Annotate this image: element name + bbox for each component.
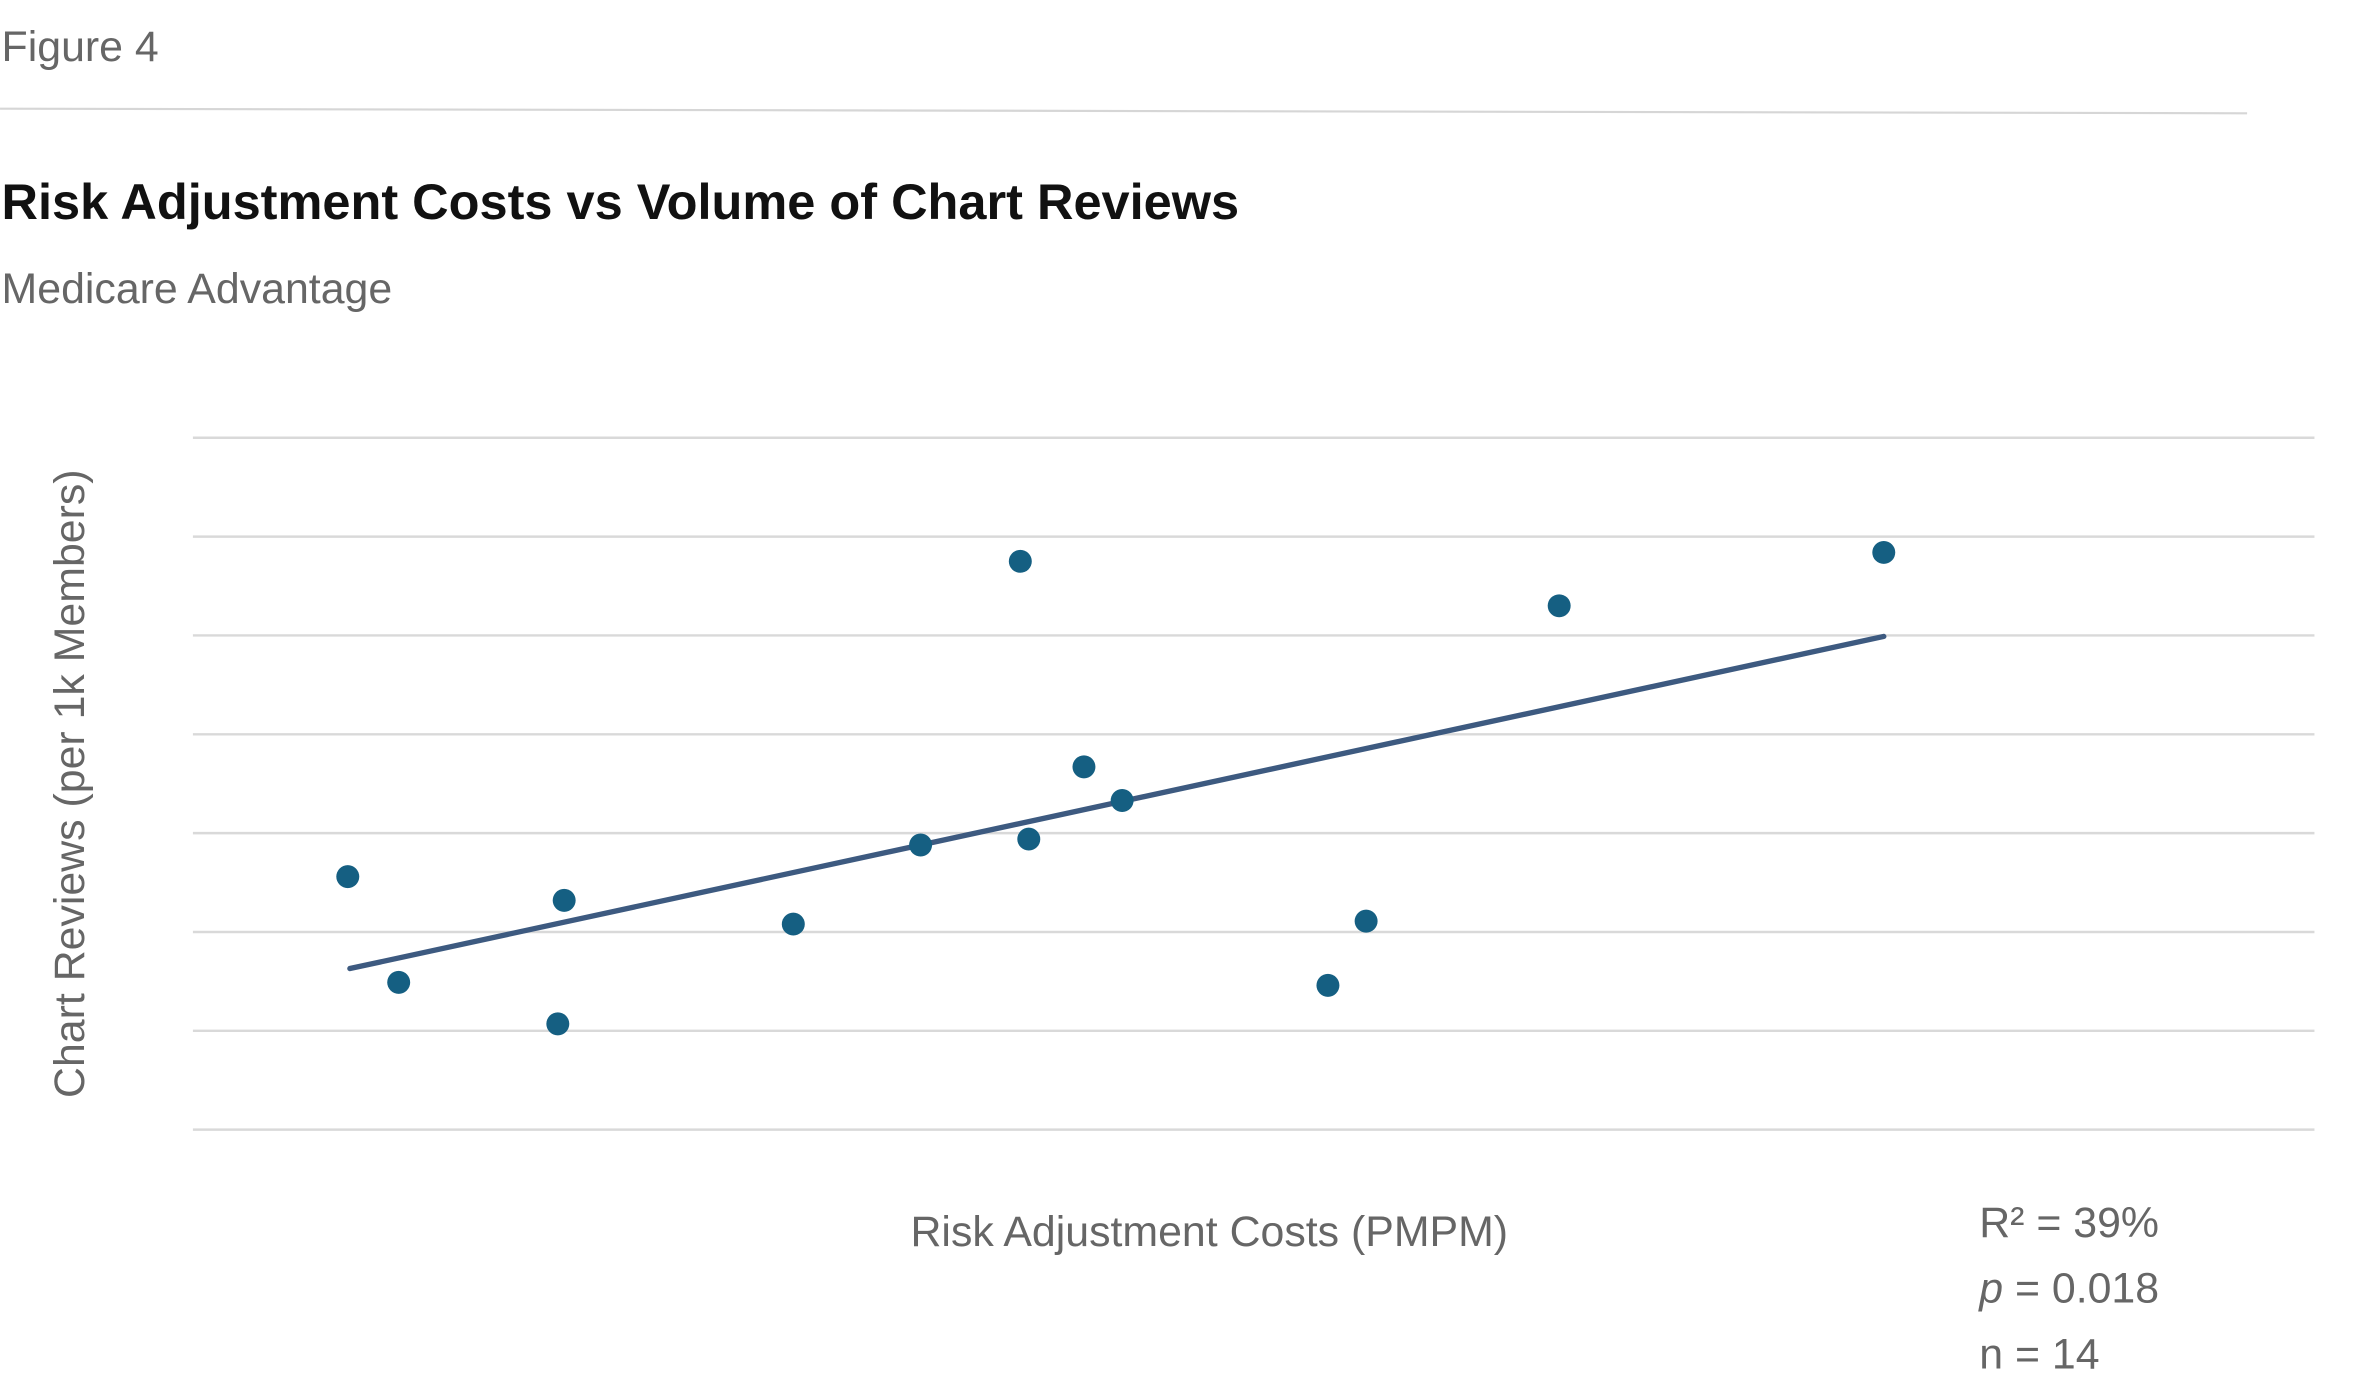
data-point	[336, 865, 360, 889]
data-point	[909, 833, 933, 857]
data-point	[1354, 909, 1378, 933]
data-point	[1072, 755, 1096, 779]
chart-subtitle: Medicare Advantage	[2, 265, 393, 313]
header-divider	[0, 107, 2248, 115]
chart-title: Risk Adjustment Costs vs Volume of Chart…	[2, 173, 1240, 230]
x-axis-label: Risk Adjustment Costs (PMPM)	[911, 1208, 1509, 1256]
figure-label: Figure 4	[2, 23, 159, 71]
data-point	[552, 888, 576, 912]
p-symbol: p	[1977, 1265, 2003, 1313]
r-squared: R² = 39%	[1979, 1199, 2159, 1247]
data-point	[1316, 973, 1340, 997]
p-value: p = 0.018	[1977, 1265, 2159, 1313]
data-points	[336, 540, 1896, 1036]
r-squared-label: R² =	[1979, 1199, 2073, 1247]
y-axis-label: Chart Reviews (per 1k Members)	[46, 469, 94, 1098]
p-value-text: = 0.018	[2003, 1265, 2159, 1313]
data-point	[1110, 789, 1134, 812]
data-point	[781, 912, 805, 936]
data-point	[1017, 827, 1041, 851]
stats-box: R² = 39% p = 0.018 n = 14	[1977, 1199, 2159, 1379]
data-point	[1872, 540, 1896, 564]
data-point	[546, 1012, 570, 1036]
data-point	[387, 970, 411, 994]
r-squared-value: 39%	[2073, 1199, 2159, 1247]
data-point	[1547, 594, 1571, 618]
gridlines	[192, 436, 2315, 1131]
sample-size: n = 14	[1979, 1330, 2099, 1378]
data-point	[1008, 549, 1032, 573]
